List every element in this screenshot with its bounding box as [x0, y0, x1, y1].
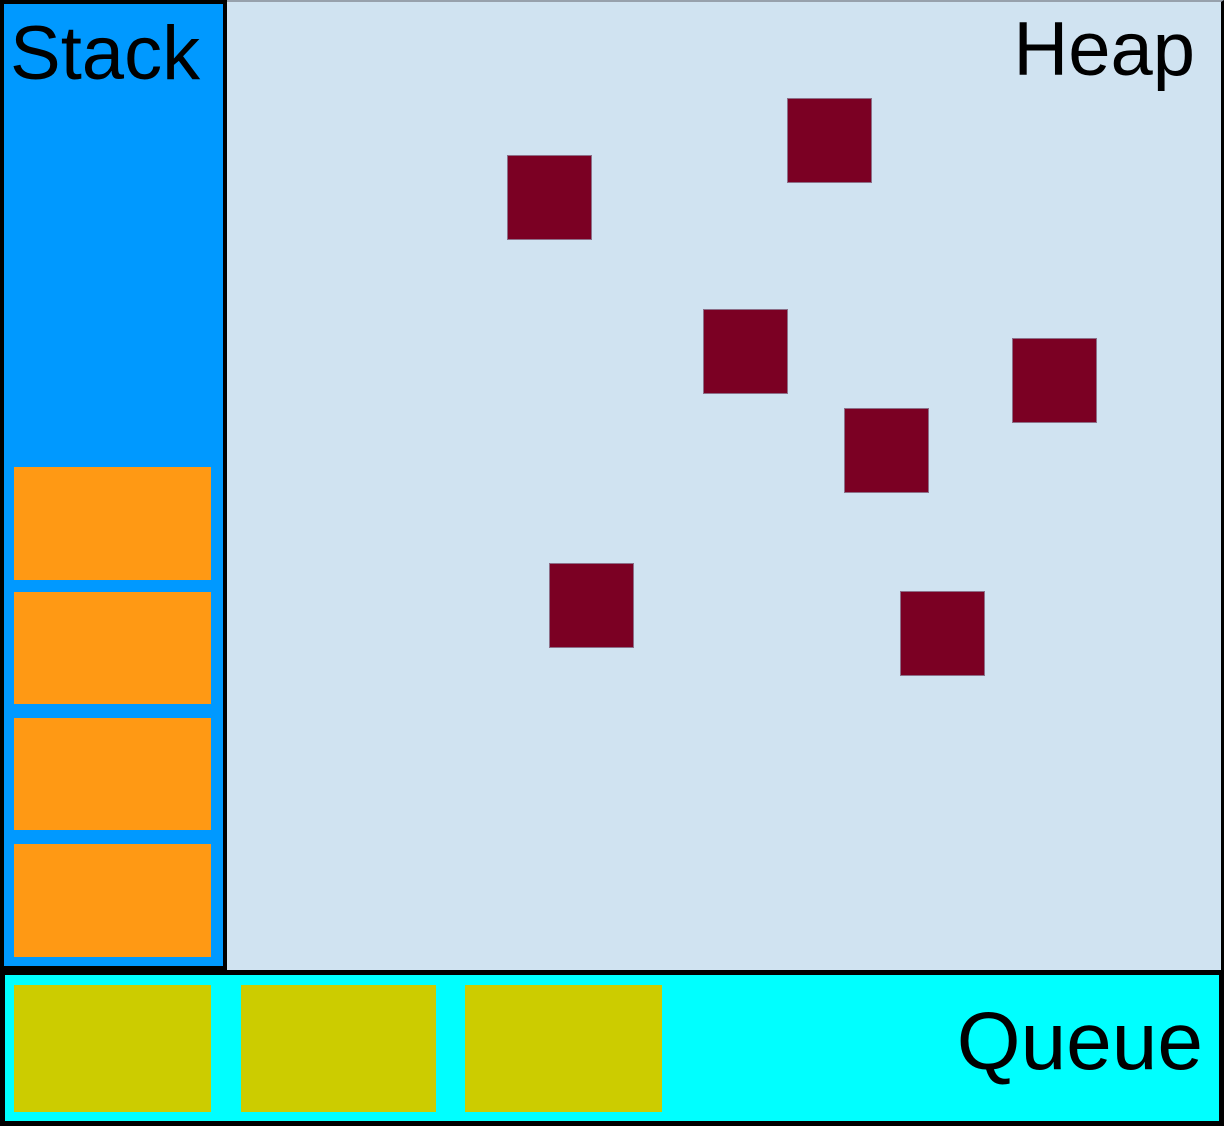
stack-panel: Stack: [0, 0, 227, 970]
queue-panel: Queue: [0, 970, 1224, 1126]
heap-panel-label: Heap: [1013, 7, 1195, 92]
queue-panel-label: Queue: [956, 996, 1203, 1087]
stack-panel-label: Stack: [10, 11, 201, 96]
heap-panel: Heap: [227, 0, 1224, 970]
